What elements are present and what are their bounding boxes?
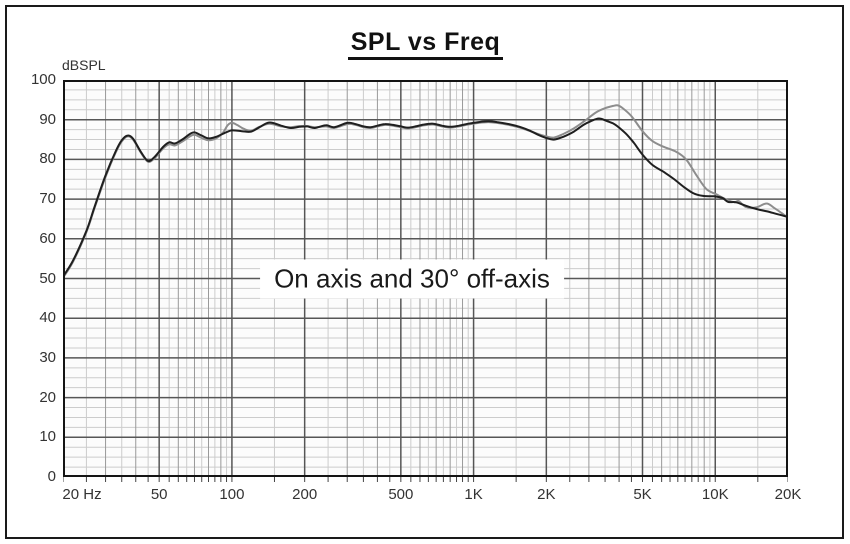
y-axis-tick-label: 20 — [39, 388, 56, 406]
x-axis-tick-label: 20 Hz — [62, 486, 102, 503]
on-axis-curve — [63, 117, 788, 278]
y-axis-tick-label: 80 — [39, 150, 56, 168]
annotation-label: On axis and 30° off-axis — [260, 259, 564, 299]
y-axis-tick-label: 100 — [30, 71, 56, 88]
x-axis-tick-label: 5K — [633, 486, 652, 503]
x-axis-tick-label: 200 — [292, 486, 318, 503]
x-axis-tick-label: 50 — [150, 486, 168, 503]
x-axis-tick-label: 20K — [774, 486, 802, 503]
x-axis-tick-label: 1K — [464, 486, 483, 503]
y-axis-tick-label: 30 — [39, 348, 56, 366]
y-axis-tick-label: 10 — [39, 428, 56, 446]
x-axis-tick-label: 500 — [388, 486, 414, 503]
chart-title: SPL vs Freq — [63, 28, 788, 60]
x-axis-tick-label: 100 — [219, 486, 245, 503]
spl-plot — [63, 80, 788, 482]
y-axis-tick-label: 70 — [39, 190, 56, 208]
y-axis-tick-label: 0 — [47, 468, 56, 485]
y-axis-tick-label: 90 — [39, 110, 56, 128]
y-axis-tick-label: 40 — [39, 309, 56, 327]
chart-title-text: SPL vs Freq — [347, 28, 504, 60]
x-axis-tick-label: 2K — [537, 486, 556, 503]
x-axis-tick-label: 10K — [701, 486, 729, 503]
plot-frame — [63, 80, 788, 477]
y-axis-tick-label: 60 — [39, 229, 56, 247]
y-axis-unit-label: dBSPL — [62, 57, 106, 73]
y-axis-tick-label: 50 — [39, 269, 56, 287]
